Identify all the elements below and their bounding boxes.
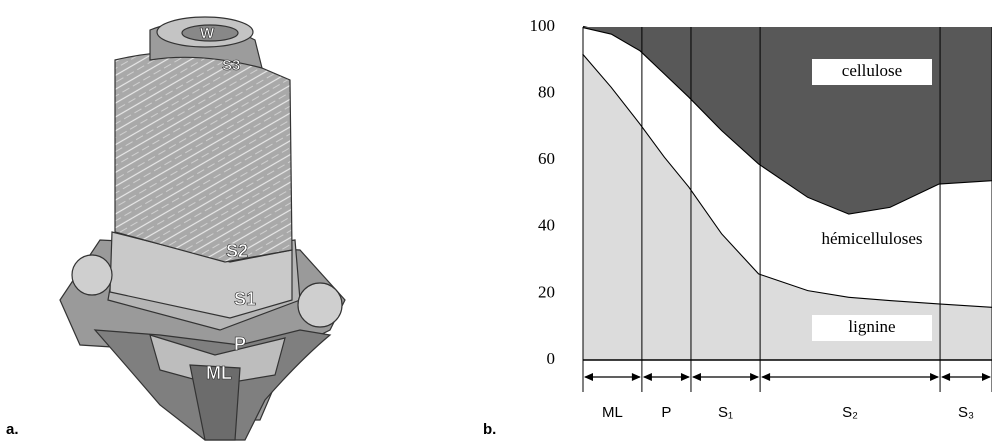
series-label: hémicelluloses xyxy=(821,229,922,248)
wall-label: W xyxy=(200,25,215,42)
layer-label: S₃ xyxy=(958,404,974,421)
panel-label: b. xyxy=(483,421,496,438)
wall-label: S1 xyxy=(234,289,256,309)
y-tick-label: 20 xyxy=(538,282,555,301)
series-label: lignine xyxy=(848,317,895,336)
y-tick-label: 40 xyxy=(538,216,555,235)
chart: lignine hémicelluloses cellulose 0 20 40 60 80 1… xyxy=(530,16,992,421)
layer-label: ML xyxy=(602,404,623,421)
y-tick-label: 80 xyxy=(538,83,555,102)
y-tick-label: 0 xyxy=(547,349,556,368)
layer-label: S₁ xyxy=(718,404,733,421)
panel-label: a. xyxy=(6,421,19,438)
wall-label: S2 xyxy=(226,241,248,261)
page: W S3 S2 S1 P ML a. b. lignine hémicellulo… xyxy=(0,0,992,443)
cell-wall-drawing xyxy=(60,17,345,440)
layer-label: P xyxy=(661,404,671,421)
wall-label: S3 xyxy=(222,57,240,74)
wall-label: P xyxy=(234,334,246,354)
layer-label: S₂ xyxy=(842,404,858,421)
y-tick-label: 100 xyxy=(530,16,556,35)
figure: W S3 S2 S1 P ML a. b. lignine hémicellulo… xyxy=(0,0,992,443)
series-label: cellulose xyxy=(842,61,902,80)
wall-label: ML xyxy=(206,363,232,383)
y-tick-label: 60 xyxy=(538,149,555,168)
